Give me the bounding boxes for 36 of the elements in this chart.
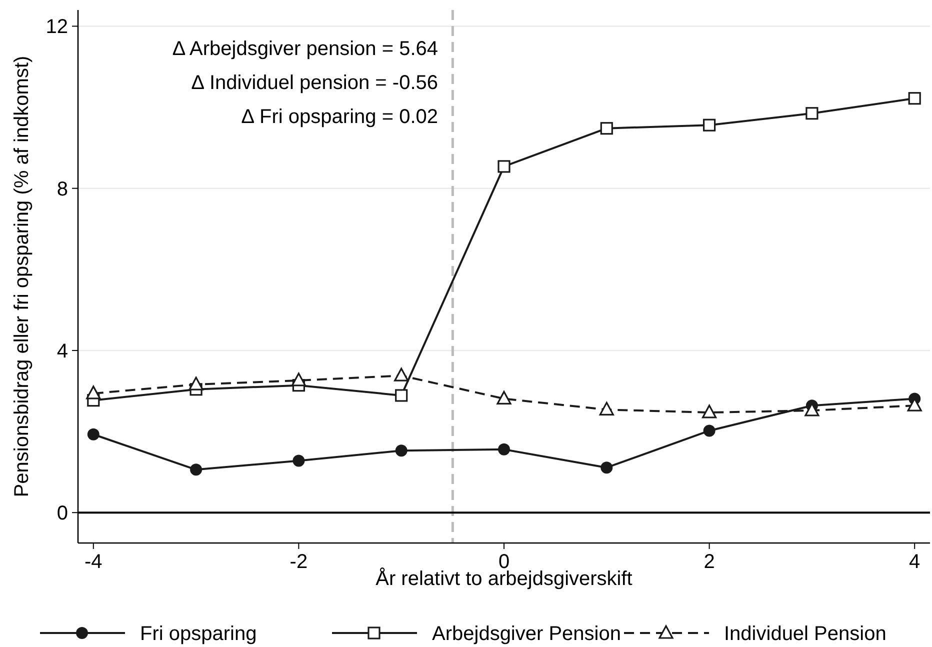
point xyxy=(86,386,101,400)
point xyxy=(188,376,204,390)
y-axis-title: Pensionsbidrag eller fri opsparing (% af indkomst) xyxy=(11,56,33,498)
point xyxy=(292,454,305,467)
point xyxy=(291,372,306,386)
point xyxy=(908,92,921,105)
point xyxy=(600,122,613,135)
x-axis-title: År relativt to arbejdsgiverskift xyxy=(376,567,633,590)
point xyxy=(703,118,716,132)
point xyxy=(87,428,100,440)
y-tick-label: 0 xyxy=(56,502,68,525)
point xyxy=(498,160,510,173)
point xyxy=(703,424,716,437)
y-tick-label: 12 xyxy=(46,16,68,38)
point xyxy=(395,389,408,402)
x-tick-label: -4 xyxy=(84,551,102,573)
annotation: ∆ Fri opsparing = 0.02 xyxy=(242,106,438,128)
point xyxy=(600,462,613,474)
legend-label: Arbejdsgiver Pension xyxy=(432,623,621,645)
legend-label: Individuel Pension xyxy=(724,623,886,645)
point xyxy=(702,404,717,418)
legend-label: Fri opsparing xyxy=(140,623,257,645)
annotation: ∆ Individuel pension = -0.56 xyxy=(192,72,438,94)
point xyxy=(599,402,614,416)
point xyxy=(394,368,409,382)
x-tick-label: 2 xyxy=(704,551,715,573)
y-tick-label: 8 xyxy=(56,178,68,200)
annotation: ∆ Arbejdsgiver pension = 5.64 xyxy=(172,38,438,60)
point xyxy=(496,390,512,405)
x-tick-label: -2 xyxy=(290,551,308,573)
point xyxy=(498,443,510,456)
point xyxy=(806,107,818,120)
point xyxy=(395,444,408,457)
y-tick-label: 4 xyxy=(56,340,68,362)
point xyxy=(190,464,202,476)
x-tick-label: 4 xyxy=(909,551,920,573)
